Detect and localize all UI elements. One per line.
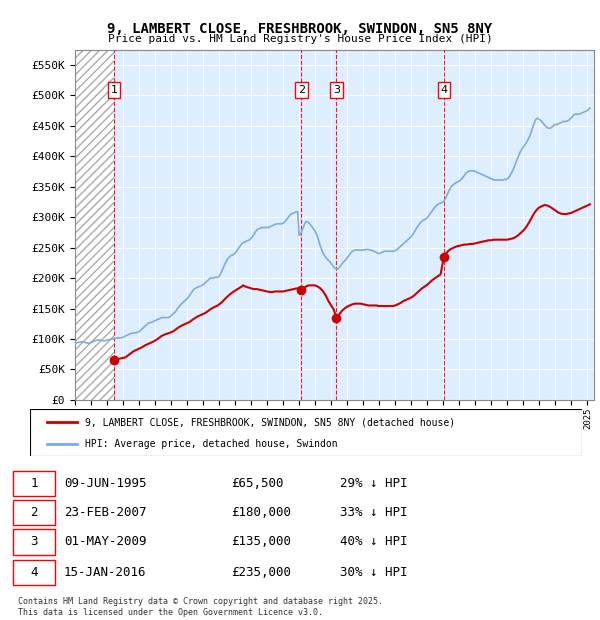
Bar [75, 50, 114, 400]
Text: 3: 3 [30, 536, 38, 549]
FancyBboxPatch shape [13, 500, 55, 526]
Text: 3: 3 [333, 85, 340, 95]
Text: £135,000: £135,000 [231, 536, 291, 549]
Text: 1: 1 [30, 477, 38, 490]
Text: 30% ↓ HPI: 30% ↓ HPI [340, 566, 408, 579]
Text: £235,000: £235,000 [231, 566, 291, 579]
Text: 4: 4 [440, 85, 448, 95]
Text: 9, LAMBERT CLOSE, FRESHBROOK, SWINDON, SN5 8NY: 9, LAMBERT CLOSE, FRESHBROOK, SWINDON, S… [107, 22, 493, 36]
FancyBboxPatch shape [13, 529, 55, 555]
Text: 9, LAMBERT CLOSE, FRESHBROOK, SWINDON, SN5 8NY (detached house): 9, LAMBERT CLOSE, FRESHBROOK, SWINDON, S… [85, 417, 455, 427]
Text: HPI: Average price, detached house, Swindon: HPI: Average price, detached house, Swin… [85, 439, 338, 449]
Text: 4: 4 [30, 566, 38, 579]
Text: Contains HM Land Registry data © Crown copyright and database right 2025.
This d: Contains HM Land Registry data © Crown c… [18, 598, 383, 617]
Text: £180,000: £180,000 [231, 507, 291, 519]
FancyBboxPatch shape [13, 560, 55, 585]
Text: 09-JUN-1995: 09-JUN-1995 [64, 477, 146, 490]
FancyBboxPatch shape [30, 409, 582, 456]
Text: £65,500: £65,500 [231, 477, 283, 490]
Text: 29% ↓ HPI: 29% ↓ HPI [340, 477, 408, 490]
Text: 2: 2 [30, 507, 38, 519]
Text: 2: 2 [298, 85, 305, 95]
Text: 40% ↓ HPI: 40% ↓ HPI [340, 536, 408, 549]
Text: Price paid vs. HM Land Registry's House Price Index (HPI): Price paid vs. HM Land Registry's House … [107, 34, 493, 44]
FancyBboxPatch shape [13, 471, 55, 496]
Text: 1: 1 [110, 85, 118, 95]
Text: 15-JAN-2016: 15-JAN-2016 [64, 566, 146, 579]
Text: 01-MAY-2009: 01-MAY-2009 [64, 536, 146, 549]
Text: 23-FEB-2007: 23-FEB-2007 [64, 507, 146, 519]
Text: 33% ↓ HPI: 33% ↓ HPI [340, 507, 408, 519]
